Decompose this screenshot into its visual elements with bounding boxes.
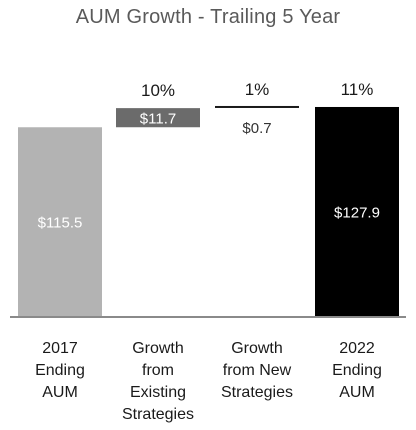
value-label-3: $0.7: [242, 120, 271, 137]
value-label-1: $115.5: [38, 215, 83, 232]
percent-label-2: 10%: [141, 81, 175, 100]
percent-label-3: 1%: [245, 80, 270, 99]
category-label-3: Growth from New Strategies: [207, 338, 307, 404]
category-label-line: AUM: [339, 384, 375, 401]
category-label-1: 2017 Ending AUM: [10, 338, 110, 404]
category-label-line: from New: [222, 362, 292, 379]
chart-title: AUM Growth - Trailing 5 Year: [75, 6, 341, 28]
bar-3: [215, 105, 299, 108]
category-label-line: AUM: [42, 384, 78, 401]
bar-4: [315, 106, 399, 316]
category-label-line: Growth: [231, 340, 283, 357]
category-label-line: Strategies: [220, 384, 294, 401]
category-label-line: Ending: [35, 362, 85, 379]
bar-1: [18, 127, 102, 316]
value-label-4: $127.9: [334, 204, 380, 221]
value-label-2: $11.7: [140, 111, 176, 128]
category-label-line: Ending: [332, 362, 382, 379]
category-label-line: Strategies: [121, 406, 195, 423]
category-label-2: Growth from Existing Strategies: [108, 338, 208, 426]
category-label-line: from: [142, 362, 174, 379]
category-label-line: Growth: [132, 340, 184, 357]
category-label-line: 2017: [42, 340, 78, 357]
category-label-4: 2022 Ending AUM: [307, 338, 407, 404]
percent-label-4: 11%: [341, 80, 374, 99]
category-label-line: Existing: [129, 384, 187, 401]
category-label-line: 2022: [339, 340, 375, 357]
bar-2: [116, 108, 200, 128]
